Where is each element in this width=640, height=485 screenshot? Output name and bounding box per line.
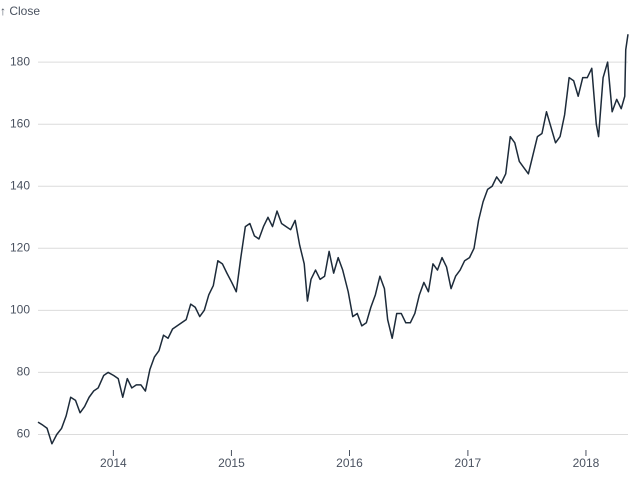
x-tick-label: 2017: [455, 456, 482, 470]
x-tick-label: 2015: [218, 456, 245, 470]
y-tick-label: 60: [17, 427, 31, 441]
x-tick-label: 2014: [100, 456, 127, 470]
y-axis-label: ↑ Close: [0, 4, 40, 18]
y-tick-label: 100: [10, 303, 30, 317]
price-line: [37, 34, 629, 445]
y-tick-label: 80: [17, 365, 31, 379]
y-tick-label: 120: [10, 240, 30, 254]
y-tick-label: 180: [10, 54, 30, 68]
y-tick-label: 160: [10, 116, 30, 130]
y-tick-label: 140: [10, 178, 30, 192]
x-tick-label: 2018: [573, 456, 600, 470]
x-tick-label: 2016: [336, 456, 363, 470]
